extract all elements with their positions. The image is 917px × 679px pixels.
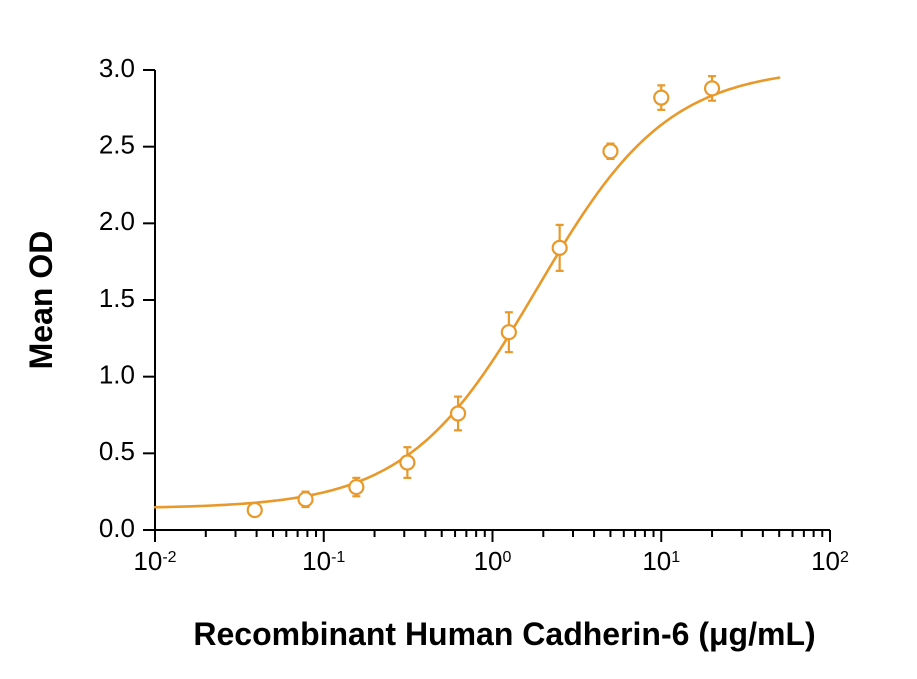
data-point (553, 241, 567, 255)
y-tick-label: 0.5 (99, 436, 135, 466)
data-point (654, 91, 668, 105)
data-point (299, 492, 313, 506)
data-point (705, 81, 719, 95)
data-point (349, 480, 363, 494)
y-tick-label: 1.0 (99, 360, 135, 390)
y-tick-label: 2.5 (99, 130, 135, 160)
data-point (451, 406, 465, 420)
data-point (248, 503, 262, 517)
x-axis-label: Recombinant Human Cadherin-6 (μg/mL) (193, 616, 815, 652)
y-tick-label: 3.0 (99, 53, 135, 83)
y-tick-label: 1.5 (99, 283, 135, 313)
chart-bg (0, 0, 917, 679)
binding-curve-chart: 0.00.51.01.52.02.53.010-210-1100101102Me… (0, 0, 917, 679)
y-axis-label: Mean OD (23, 231, 59, 370)
data-point (400, 456, 414, 470)
y-tick-label: 2.0 (99, 206, 135, 236)
data-point (502, 325, 516, 339)
data-point (603, 144, 617, 158)
chart-container: 0.00.51.01.52.02.53.010-210-1100101102Me… (0, 0, 917, 679)
y-tick-label: 0.0 (99, 513, 135, 543)
